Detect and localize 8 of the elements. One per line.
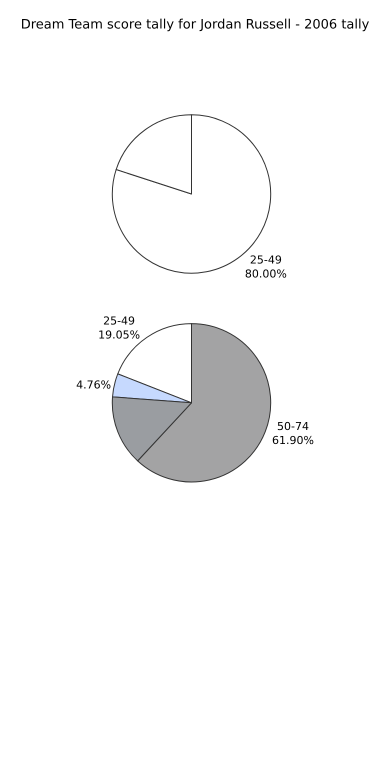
slice-label: 50-74 [277, 420, 310, 433]
data-label: 4.76% [76, 378, 112, 392]
data-label: 19.05% [98, 328, 140, 342]
chart-title: Dream Team score tally for Jordan Russell - 2006 tally [20, 18, 370, 33]
slice-label: 25-49 [103, 314, 136, 328]
slice-label: 25-49 [250, 253, 282, 266]
data-label: 80.00% [244, 268, 287, 281]
data-label: 61.90% [272, 434, 314, 448]
